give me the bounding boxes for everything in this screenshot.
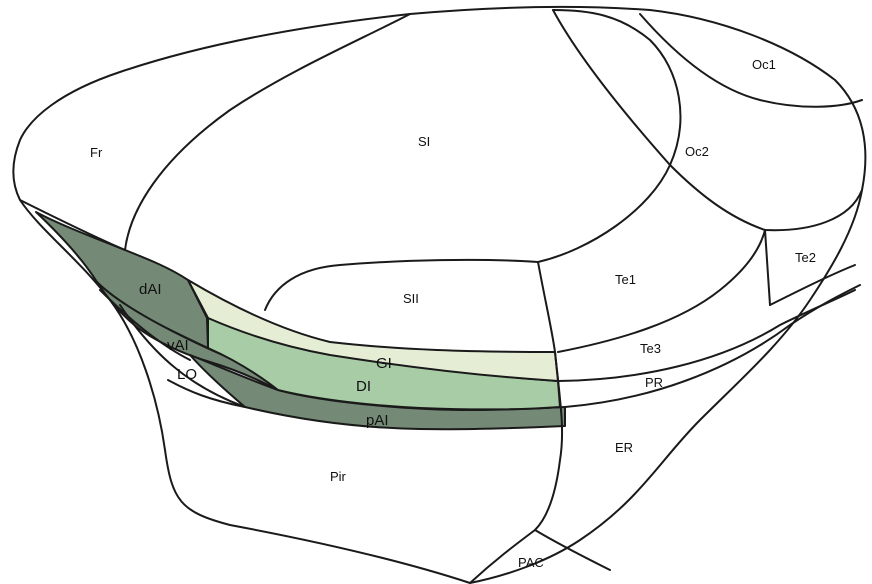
label-lo: LO xyxy=(177,366,197,383)
label-pir: Pir xyxy=(330,469,347,484)
border-pr-er xyxy=(564,284,861,408)
border-te1-te3 xyxy=(557,229,766,353)
label-pr: PR xyxy=(645,375,663,390)
label-vai: vAI xyxy=(167,337,189,354)
label-pai: pAI xyxy=(366,412,389,429)
border-lo-lower xyxy=(119,304,246,408)
label-er: ER xyxy=(615,440,633,455)
border-lo-upper xyxy=(99,289,191,361)
label-te2: Te2 xyxy=(795,250,816,265)
border-sii-top xyxy=(264,258,539,311)
border-si-te1 xyxy=(537,9,682,263)
label-oc1: Oc1 xyxy=(752,57,776,72)
border-pac-top xyxy=(534,529,611,571)
label-pac: PAC xyxy=(518,555,544,570)
border-pac-left xyxy=(469,529,536,584)
border-oc1-oc2 xyxy=(639,13,863,108)
label-te3: Te3 xyxy=(640,341,661,356)
label-gi: GI xyxy=(376,355,392,372)
border-lateral-upper xyxy=(19,199,126,251)
label-fr: Fr xyxy=(90,145,103,160)
border-pir-top xyxy=(167,379,246,408)
label-di: DI xyxy=(356,378,371,395)
border-fr-si xyxy=(124,13,411,251)
label-oc2: Oc2 xyxy=(685,144,709,159)
label-dai: dAI xyxy=(139,281,162,298)
border-oc2-left xyxy=(552,9,671,166)
border-er-pir xyxy=(534,261,564,531)
border-te3-upper xyxy=(769,264,856,306)
label-te1: Te1 xyxy=(615,272,636,287)
border-te1-te2 xyxy=(764,229,771,306)
label-si: SI xyxy=(418,134,430,149)
label-sii: SII xyxy=(403,291,419,306)
